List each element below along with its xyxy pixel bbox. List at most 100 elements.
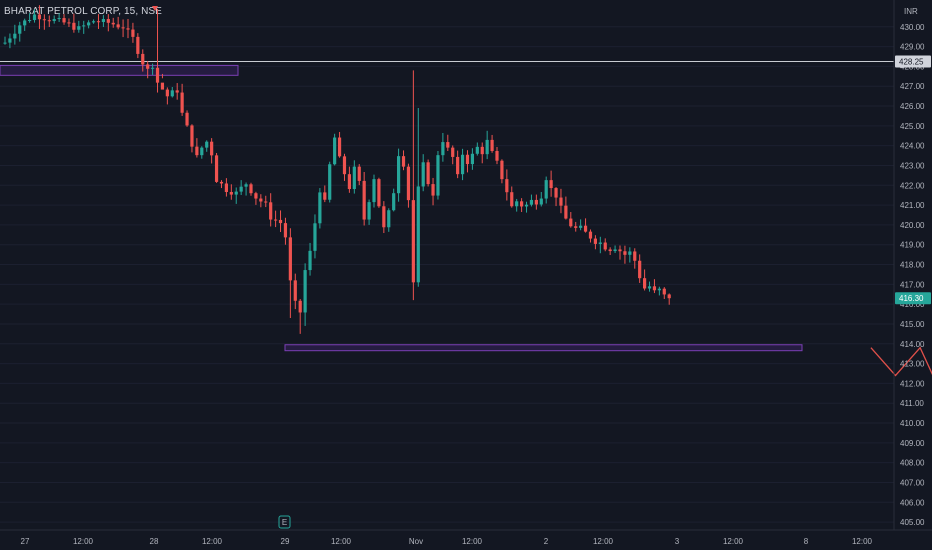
candle-body <box>37 14 42 20</box>
candle-body <box>662 288 666 295</box>
candle-body <box>352 166 356 190</box>
support-zone <box>284 344 803 352</box>
candle-body <box>269 202 273 220</box>
candle-body <box>32 14 37 21</box>
candle-body <box>28 20 32 22</box>
candle-body <box>387 210 391 228</box>
time-tick-label: 28 <box>150 537 159 546</box>
time-tick-label: 27 <box>21 537 30 546</box>
candle-body <box>308 250 312 271</box>
price-level-badge-label: 428.25 <box>899 57 924 66</box>
price-tick-label: 406.00 <box>900 498 925 507</box>
candle-body <box>426 162 430 185</box>
price-tick-label: 424.00 <box>900 142 925 151</box>
candle-body <box>151 67 155 69</box>
price-tick-label: 429.00 <box>900 43 925 52</box>
price-tick-label: 420.00 <box>900 221 925 230</box>
candle-body <box>397 156 401 194</box>
candle-body <box>382 206 386 228</box>
candle-body <box>274 219 278 221</box>
candle-body <box>623 251 627 255</box>
candle-body <box>23 20 27 26</box>
time-tick-label: 12:00 <box>202 537 223 546</box>
last-price-badge-label: 416.30 <box>899 294 924 303</box>
candle-body <box>82 25 86 27</box>
candle-body <box>401 156 406 167</box>
candle-body <box>495 150 499 161</box>
candle-body <box>588 231 593 239</box>
candle-body <box>249 184 253 194</box>
candle-body <box>254 193 258 199</box>
candle-body <box>608 249 612 252</box>
price-tick-label: 426.00 <box>900 102 925 111</box>
candle-body <box>539 198 543 205</box>
time-tick-label: 2 <box>544 537 549 546</box>
time-tick-label: 12:00 <box>331 537 352 546</box>
candle-body <box>303 270 307 313</box>
candle-body <box>377 179 381 207</box>
candle-body <box>210 141 214 156</box>
candle-body <box>116 24 120 28</box>
candle-body <box>593 238 597 244</box>
time-tick-label: Nov <box>409 537 423 546</box>
candle-body <box>52 19 56 22</box>
last-price-badge <box>895 292 931 305</box>
price-tick-label: 410.00 <box>900 419 925 428</box>
candle-body <box>598 242 602 244</box>
candle-body <box>47 20 51 22</box>
candle-body <box>652 286 657 291</box>
candle-body <box>633 251 637 261</box>
candle-body <box>436 155 440 196</box>
candle-body <box>485 139 489 155</box>
candle-body <box>200 147 204 156</box>
candle-body <box>160 82 165 90</box>
candle-body <box>293 280 297 301</box>
candle-body <box>460 154 465 175</box>
candle-body <box>96 21 101 23</box>
candle-body <box>515 201 519 207</box>
candle-body <box>529 199 534 205</box>
candle-body <box>647 286 652 289</box>
candle-body <box>62 18 66 23</box>
candle-body <box>342 156 347 175</box>
candle-body <box>628 251 632 255</box>
candle-body <box>559 197 563 206</box>
candle-body <box>131 29 135 37</box>
price-tick-label: 422.00 <box>900 181 925 190</box>
candle-body <box>618 249 622 252</box>
candle-body <box>431 184 435 196</box>
projection-path <box>870 346 932 377</box>
candle-body <box>500 160 504 180</box>
price-tick-label: 412.00 <box>900 379 925 388</box>
candle-body <box>170 90 174 97</box>
candle-body <box>524 204 529 207</box>
candle-body <box>411 200 415 283</box>
time-tick-label: 3 <box>675 537 680 546</box>
candle-body <box>574 226 578 228</box>
price-tick-label: 405.00 <box>900 518 925 527</box>
candle-body <box>42 19 46 21</box>
candle-body <box>441 142 445 156</box>
candle-body <box>583 225 588 232</box>
candle-body <box>175 90 179 93</box>
candle-body <box>569 218 573 227</box>
candle-body <box>323 192 327 200</box>
candle-body <box>667 294 671 299</box>
candle-body <box>18 25 22 34</box>
candle-body <box>333 137 337 165</box>
time-tick-label: 12:00 <box>723 537 744 546</box>
candle-body <box>195 146 199 156</box>
candle-body <box>146 64 150 69</box>
candle-body <box>126 28 130 30</box>
candle-body <box>111 22 115 25</box>
candle-body <box>229 192 233 195</box>
candle-body <box>165 89 169 97</box>
currency-label: INR <box>904 7 918 16</box>
candle-body <box>475 146 479 154</box>
time-tick-label: 12:00 <box>852 537 873 546</box>
candle-body <box>13 33 17 39</box>
candle-body <box>214 155 219 182</box>
time-tick-label: 12:00 <box>462 537 483 546</box>
price-axis: 405.00 406.00 407.00 408.00 409.00 410.00 411.… <box>893 0 931 530</box>
